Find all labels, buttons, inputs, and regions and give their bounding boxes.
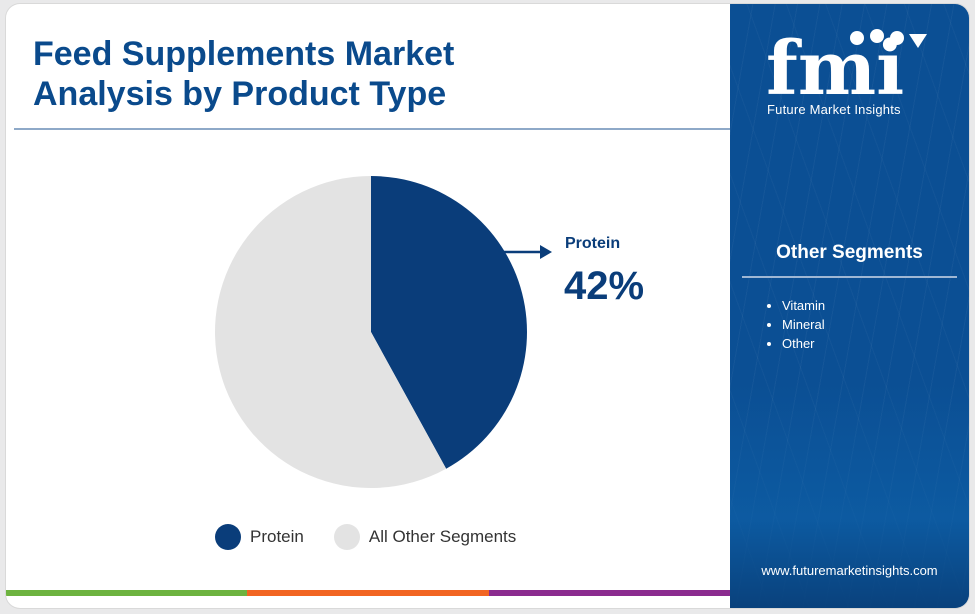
title-line-2: Analysis by Product Type [33,75,447,113]
pie-chart [214,176,552,488]
logo-icon-2 [870,29,884,43]
page-title: Feed Supplements Market Analysis by Prod… [33,34,633,114]
pie-slices [214,176,527,488]
bottom-bar-purple [488,590,730,596]
legend-swatch-other [333,524,360,550]
chart-legend: Protein All Other Segments [215,522,546,552]
logo-icon-1 [850,31,864,45]
chart-panel: Feed Supplements Market Analysis by Prod… [6,4,730,608]
fmi-logo-letters: fmi [766,26,904,112]
legend-item-protein: Protein [215,524,304,550]
sidebar-shade [730,384,969,608]
bottom-bar-green [6,590,248,596]
legend-label-protein: Protein [250,527,304,546]
logo-icon-3 [890,31,904,45]
legend-item-other: All Other Segments [333,524,517,550]
logo-caption: Future Market Insights [767,102,901,117]
segment-item-vitamin: Vitamin [782,296,825,315]
infographic-card: Feed Supplements Market Analysis by Prod… [6,4,969,608]
callout-value: 42% [564,264,645,308]
segment-item-other: Other [782,334,825,353]
segment-item-mineral: Mineral [782,315,825,334]
segments-divider [742,276,957,278]
segments-list: Vitamin Mineral Other [764,296,825,353]
bottom-bar-orange [247,590,489,596]
callout-arrow [500,245,552,259]
title-divider [14,128,730,130]
pie-slice-all-other-segments [214,176,447,488]
brand-sidebar: fmi Future Market Insights Other Segment… [730,4,969,608]
pie-slice-protein [371,176,527,469]
callout-arrow-head [540,245,552,259]
legend-swatch-protein [215,524,241,550]
other-segments-title: Other Segments [776,242,923,263]
logo-icons [850,29,927,48]
bottom-color-bar [6,590,730,596]
fmi-logo: fmi [766,26,927,112]
title-line-1: Feed Supplements Market [33,35,455,73]
callout-label: Protein [565,235,621,252]
legend-label-other: All Other Segments [368,527,517,546]
logo-icon-4 [909,34,927,48]
website-link[interactable]: www.futuremarketinsights.com [761,563,938,578]
